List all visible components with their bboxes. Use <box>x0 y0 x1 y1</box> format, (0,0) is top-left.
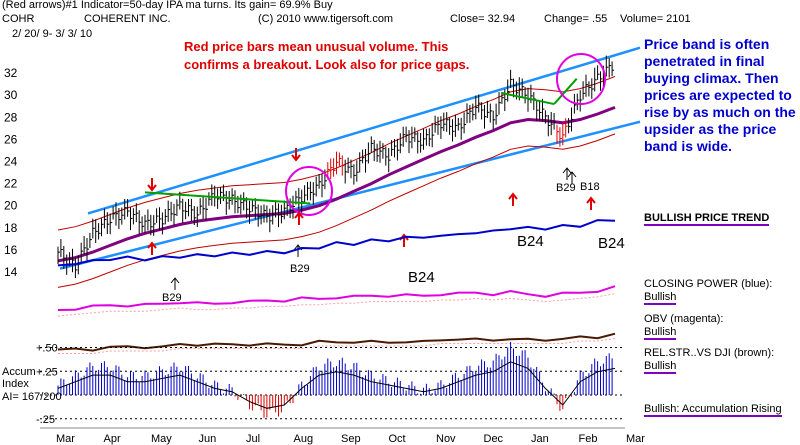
month-tick-label: Dec <box>484 433 504 445</box>
month-tick-label: Jan <box>531 433 549 445</box>
closing-power-label: CLOSING POWER (blue): <box>644 278 773 290</box>
relstr-status: Bullish <box>644 360 677 374</box>
accum-tick-label: +.50 <box>36 343 58 355</box>
closing-power-status: Bullish <box>644 291 677 305</box>
red-arrow-signal <box>147 178 157 192</box>
obv-value: Bullish <box>644 326 677 340</box>
accum-title: Accum <box>2 366 36 378</box>
price-tick-label: 14 <box>4 265 18 279</box>
accum-ma-line <box>57 361 616 409</box>
close-price: Close= 32.94 <box>450 13 516 25</box>
month-tick-label: Apr <box>104 433 121 445</box>
accum-tick-label: +.25 <box>36 366 58 378</box>
date-range: 2/ 20/ 9- 3/ 3/ 10 <box>12 28 93 40</box>
price-tick-label: 24 <box>4 155 18 169</box>
month-tick-label: Aug <box>294 433 314 445</box>
accum-ai-value: AI= 167/200 <box>2 391 62 403</box>
red-annotation: Red price bars mean unusual volume. This… <box>184 39 470 72</box>
month-tick-label: Jul <box>246 433 260 445</box>
climax-circle <box>556 53 606 105</box>
red-arrow-signal <box>291 148 301 162</box>
relstr-ma-line <box>58 338 616 354</box>
price-tick-label: 16 <box>4 243 18 257</box>
price-tick-label: 32 <box>4 66 18 80</box>
price-tick-label: 30 <box>4 88 18 102</box>
black-arrow-signal <box>562 167 572 180</box>
copyright-text: (C) 2010 www.tigersoft.com <box>258 13 394 25</box>
month-tick-label: May <box>151 433 172 445</box>
red-arrow-signal <box>586 196 596 210</box>
price-tick-label: 20 <box>4 199 18 213</box>
accum-status-text: Bullish: Accumulation Rising <box>644 403 782 417</box>
signal-label: B29 <box>290 263 310 275</box>
green-breakout-line <box>553 77 578 105</box>
obv-line <box>57 285 616 311</box>
price-tick-label: 22 <box>4 177 18 191</box>
red-arrow-signal <box>508 192 518 206</box>
month-tick-label: Mar <box>56 433 75 445</box>
green-resistance-line-2 <box>501 92 555 106</box>
relstr-label: REL.STR..VS DJI (brown): <box>644 347 775 359</box>
blue-annotation: Price band is often penetrated in final … <box>644 36 796 154</box>
company-name: COHERENT INC. <box>84 13 171 25</box>
bullish-trend-text: BULLISH PRICE TREND <box>644 212 770 226</box>
accum-tick-label: -.25 <box>36 414 55 426</box>
price-change: Change= .55 <box>544 13 608 25</box>
signal-label: B29 <box>162 292 182 304</box>
obv-ma-line <box>57 293 616 317</box>
black-arrow-signal <box>567 171 577 184</box>
accum-status: Bullish: Accumulation Rising <box>644 403 782 417</box>
red-arrow-signal <box>294 211 304 225</box>
obv-status: Bullish <box>644 326 677 340</box>
price-tick-label: 18 <box>4 221 18 235</box>
month-tick-label: Oct <box>389 433 406 445</box>
bullish-trend-label: BULLISH PRICE TREND <box>644 212 770 226</box>
signal-label: B18 <box>580 181 600 193</box>
obv-label: OBV (magenta): <box>644 313 724 325</box>
lower-channel-line <box>59 120 641 270</box>
red-arrow-signal <box>147 241 157 255</box>
signal-label: B24 <box>517 233 544 250</box>
ticker-symbol: COHR <box>2 13 35 25</box>
month-tick-label: Mar <box>626 433 645 445</box>
relstr-line <box>57 332 616 352</box>
month-tick-label: Nov <box>436 433 456 445</box>
green-resistance-line <box>144 191 311 205</box>
month-tick-label: Feb <box>579 433 598 445</box>
upper-channel-line <box>87 46 641 215</box>
volume-value: Volume= 2101 <box>620 13 691 25</box>
relstr-value: Bullish <box>644 360 677 374</box>
month-tick-label: Jun <box>199 433 217 445</box>
black-arrow-signal <box>170 277 180 290</box>
price-tick-label: 26 <box>4 132 18 146</box>
price-tick-label: 28 <box>4 110 18 124</box>
closing-power-value: Bullish <box>644 291 677 305</box>
month-tick-label: Sep <box>341 433 361 445</box>
signal-label: B29 <box>556 182 576 194</box>
indicator-header: (Red arrows)#1 Indicator=50-day IPA ma t… <box>2 0 333 11</box>
accum-subtitle: Index <box>2 378 29 390</box>
closing-power-line <box>57 219 616 267</box>
breakout-circle <box>285 166 333 216</box>
signal-label: B24 <box>408 269 435 286</box>
signal-label: B24 <box>598 235 625 252</box>
